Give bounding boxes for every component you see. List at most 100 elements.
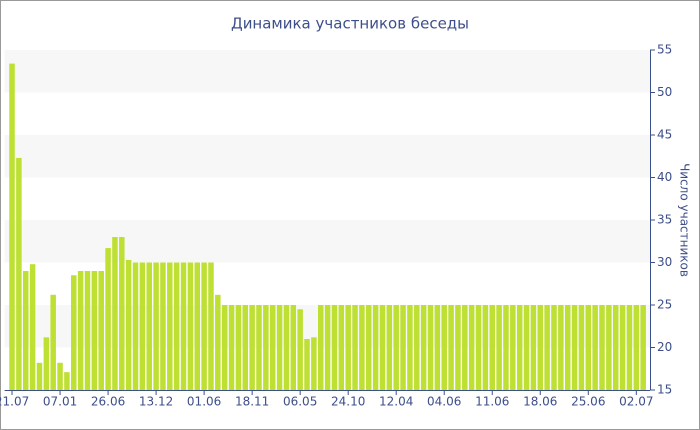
bar (317, 305, 324, 390)
grid-band (4, 50, 651, 93)
bar (592, 305, 598, 390)
bar (125, 259, 132, 390)
bar (29, 264, 36, 390)
x-tick-label: 13.12 (139, 395, 173, 409)
bar (366, 305, 372, 390)
bar (98, 271, 104, 390)
bar (468, 305, 475, 390)
bar (441, 305, 447, 390)
bar (187, 262, 194, 390)
bar (537, 305, 544, 390)
bar (112, 237, 118, 390)
x-tick-label: 26.06 (91, 395, 125, 409)
bar (352, 305, 358, 390)
bar (626, 305, 633, 390)
bar (173, 262, 180, 390)
bar (427, 305, 434, 390)
bar (503, 305, 509, 390)
bar (571, 305, 578, 390)
grid-band (4, 135, 651, 178)
bar (242, 305, 249, 390)
bar (510, 305, 516, 390)
x-tick-label: 18.11 (235, 395, 269, 409)
x-tick-label: 02.07 (619, 395, 653, 409)
bar (311, 337, 317, 390)
bar (379, 305, 386, 390)
x-tick-label: 07.01 (43, 395, 77, 409)
bar (16, 157, 22, 390)
bar (633, 305, 640, 390)
bar (612, 305, 619, 390)
bar (167, 262, 173, 390)
bar (400, 305, 406, 390)
bar (407, 305, 413, 390)
bar (544, 305, 550, 390)
x-tick-label: 24.10 (331, 395, 365, 409)
bar (36, 362, 43, 390)
y-tick-label: 20 (657, 340, 672, 354)
bar (153, 262, 159, 390)
bar (324, 305, 331, 390)
bar (249, 305, 255, 390)
chart-title: Динамика участников беседы (231, 15, 469, 33)
y-tick-label: 15 (657, 383, 672, 397)
bar (606, 305, 612, 390)
x-tick-label: 21.07 (0, 395, 29, 409)
bar (414, 305, 420, 390)
bar (619, 305, 626, 390)
bar (235, 305, 242, 390)
x-tick-label: 01.06 (187, 395, 221, 409)
bar (434, 305, 441, 390)
bar (297, 309, 303, 390)
y-tick-label: 35 (657, 213, 672, 227)
y-tick-label: 55 (657, 43, 672, 57)
bar (160, 262, 166, 390)
bar (201, 262, 207, 390)
bar (599, 305, 605, 390)
bar (84, 271, 91, 390)
bar (50, 294, 56, 390)
y-tick-label: 50 (657, 85, 672, 99)
bar (516, 305, 523, 390)
bar (139, 262, 146, 390)
bar (372, 305, 379, 390)
bar (420, 305, 427, 390)
x-tick-label: 04.06 (427, 395, 461, 409)
bar (256, 305, 262, 390)
bar (71, 275, 77, 390)
x-tick-label: 06.05 (283, 395, 317, 409)
x-tick-label: 25.06 (571, 395, 605, 409)
bar (77, 271, 84, 390)
y-tick-label: 45 (657, 128, 672, 142)
x-tick-label: 18.06 (523, 395, 557, 409)
bar (455, 305, 461, 390)
bar (530, 305, 537, 390)
y-tick-label: 25 (657, 298, 672, 312)
bar (228, 305, 235, 390)
bar (304, 339, 310, 390)
bar (338, 305, 345, 390)
bar (640, 305, 646, 390)
bar (215, 294, 221, 390)
bar (146, 262, 152, 390)
bar (221, 305, 228, 390)
bar (276, 305, 283, 390)
bar (105, 248, 111, 390)
bar (208, 262, 214, 390)
bar (57, 362, 63, 390)
bar (194, 262, 200, 390)
y-tick-label: 30 (657, 255, 672, 269)
bar (119, 237, 125, 390)
bar (359, 305, 365, 390)
bar (462, 305, 468, 390)
bar (64, 372, 70, 390)
bar (523, 305, 530, 390)
bar (263, 305, 269, 390)
x-tick-label: 11.06 (475, 395, 509, 409)
bar (9, 63, 15, 390)
grid-band (4, 220, 651, 263)
bar (489, 305, 495, 390)
bar (132, 262, 139, 390)
